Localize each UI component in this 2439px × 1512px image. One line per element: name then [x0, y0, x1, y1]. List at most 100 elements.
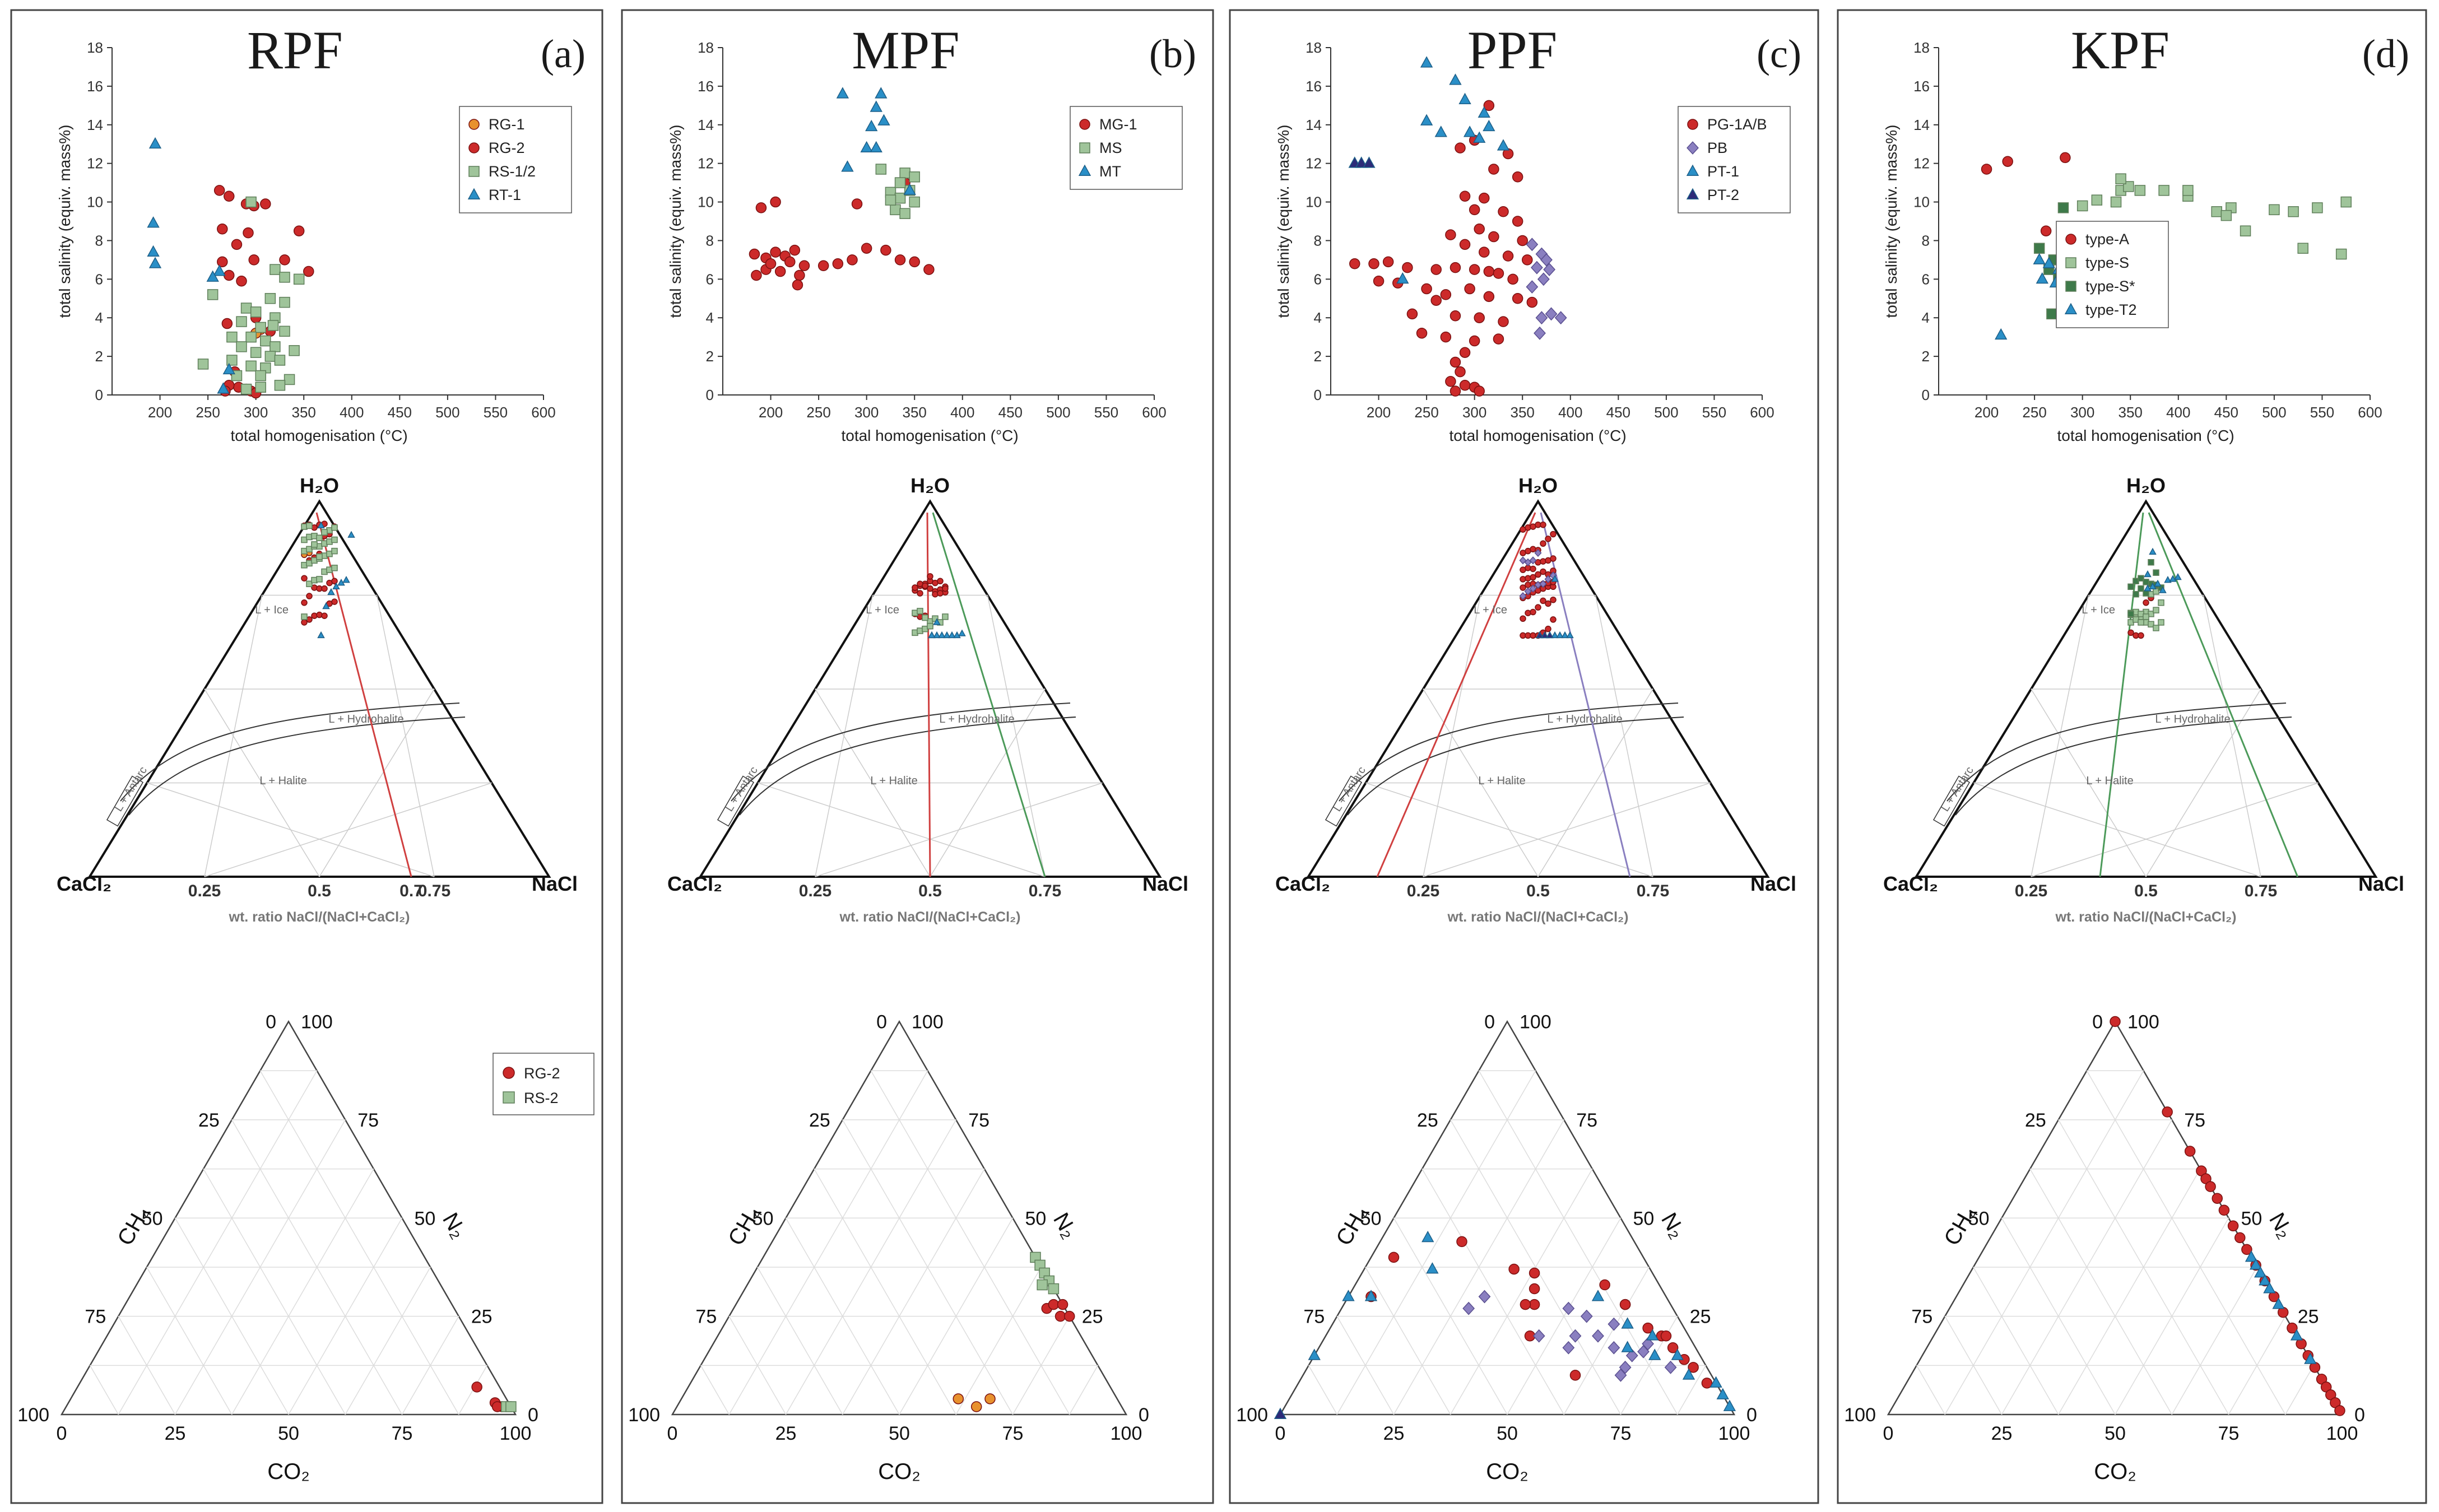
- ratio-tick: 0.25: [188, 882, 221, 900]
- legend-marker: [468, 166, 480, 177]
- data-point: [877, 114, 890, 125]
- y-tick-label: 2: [95, 348, 103, 365]
- ternary-point: [1539, 580, 1547, 588]
- x-tick-label: 450: [1606, 404, 1630, 421]
- ternary-point: [2127, 611, 2134, 617]
- ternary-point: [917, 590, 923, 597]
- field-label-ice: L + Ice: [255, 604, 289, 616]
- data-point: [236, 316, 247, 327]
- data-point: [245, 196, 257, 208]
- data-point: [2040, 225, 2052, 236]
- ternary-point: [1545, 625, 1551, 632]
- ternary-point: [301, 599, 308, 606]
- data-point: [774, 266, 786, 277]
- halite-boundary: [739, 717, 1076, 816]
- ratio-tick: 0.5: [918, 882, 942, 900]
- data-point: [770, 246, 781, 258]
- gas-data-point: [1562, 1341, 1575, 1355]
- data-point: [1373, 276, 1385, 287]
- data-point: [1512, 171, 1523, 183]
- ternary-points: [301, 520, 355, 639]
- ternary-point: [1550, 555, 1557, 562]
- data-point: [224, 269, 235, 281]
- gas-data-point: [1426, 1262, 1439, 1274]
- apex-cacl2: CaCl₂: [1883, 872, 1938, 895]
- gas-gridline: [1450, 1119, 1622, 1415]
- data-point: [880, 244, 891, 256]
- ternary-point: [1540, 597, 1546, 604]
- data-point: [226, 331, 238, 343]
- y-tick-label: 6: [1922, 271, 1930, 287]
- ternary-point: [2138, 619, 2144, 626]
- ternary-point: [332, 582, 340, 590]
- gas-data-point: [1569, 1329, 1582, 1343]
- y-tick-label: 14: [1913, 117, 1930, 133]
- gas-data-point: [1462, 1301, 1475, 1315]
- gas-data-point: [1421, 1230, 1434, 1243]
- gas-gridline: [2171, 1267, 2257, 1415]
- co2-axis-label: CO₂: [878, 1459, 921, 1484]
- panel-title: PPF: [1467, 20, 1557, 80]
- gas-data-point: [2227, 1220, 2239, 1232]
- ternary-point: [2169, 575, 2177, 582]
- scatter-plot: 200 250 300 350 400 450 500 550 600 0 2 4 6 8 10 12 14 16…: [1275, 39, 1791, 444]
- data-point: [2033, 243, 2045, 254]
- co2-tick: 75: [1610, 1423, 1632, 1444]
- ternary-point: [1519, 556, 1527, 565]
- data-point: [1534, 326, 1546, 340]
- ternary-point: [2159, 586, 2167, 593]
- ternary-gridline: [987, 595, 1046, 877]
- data-point: [1445, 376, 1456, 387]
- gas-gridline: [870, 1070, 1070, 1415]
- ternary-point: [1535, 604, 1541, 611]
- gas-data-point: [1646, 1329, 1659, 1341]
- legend-label: RG-1: [489, 116, 525, 133]
- gas-data-point: [970, 1401, 982, 1412]
- gas-gridline: [89, 1365, 119, 1415]
- field-label-hydrohalite: L + Hydrohalite: [1547, 713, 1622, 725]
- n2-tick: 50: [415, 1208, 436, 1229]
- ternary-point: [927, 622, 933, 630]
- ternary-point: [2138, 575, 2144, 581]
- y-tick-label: 4: [1314, 309, 1322, 326]
- gas-gridline: [1421, 1169, 1564, 1415]
- apex-h2o: H₂O: [910, 474, 950, 497]
- data-point: [2269, 204, 2280, 216]
- ternary-point: [938, 631, 946, 639]
- gas-gridline: [2285, 1365, 2315, 1415]
- data-point: [264, 351, 276, 362]
- ratio-tick: 0.5: [308, 882, 331, 900]
- ch4-tick: 100: [1844, 1404, 1876, 1426]
- gas-data-point: [1388, 1252, 1400, 1263]
- ternary-point: [1545, 600, 1551, 607]
- ternary-gridline: [2203, 595, 2261, 877]
- data-point: [1543, 263, 1556, 277]
- data-point: [1458, 92, 1471, 104]
- data-point: [1512, 293, 1523, 304]
- gas-data-point: [1274, 1407, 1287, 1419]
- data-point: [861, 243, 872, 254]
- gas-gridline: [345, 1267, 431, 1415]
- legend-marker: [1687, 141, 1699, 155]
- gas-gridline: [231, 1169, 374, 1415]
- data-point: [274, 380, 286, 391]
- panel-tag: (a): [541, 31, 586, 76]
- apex-h2o: H₂O: [300, 474, 339, 497]
- gas-data-point: [1562, 1301, 1575, 1315]
- data-point: [847, 254, 858, 266]
- x-axis-label: total homogenisation (°C): [841, 427, 1018, 444]
- gas-data-point: [1529, 1283, 1540, 1295]
- ternary-point: [1540, 568, 1546, 575]
- gas-data-point: [1508, 1263, 1520, 1275]
- field-label-ice: L + Ice: [866, 604, 899, 616]
- data-point: [217, 382, 230, 394]
- ch4-tick: 100: [628, 1404, 660, 1426]
- data-point: [1430, 295, 1442, 306]
- y-tick-label: 4: [1922, 309, 1930, 326]
- co2-axis-label: CO₂: [1486, 1459, 1529, 1484]
- y-tick-label: 18: [698, 39, 714, 56]
- ternary-points: [912, 573, 966, 639]
- co2-tick: 100: [1718, 1423, 1750, 1444]
- legend-label: MG-1: [1099, 116, 1137, 133]
- legend-marker: [467, 188, 481, 199]
